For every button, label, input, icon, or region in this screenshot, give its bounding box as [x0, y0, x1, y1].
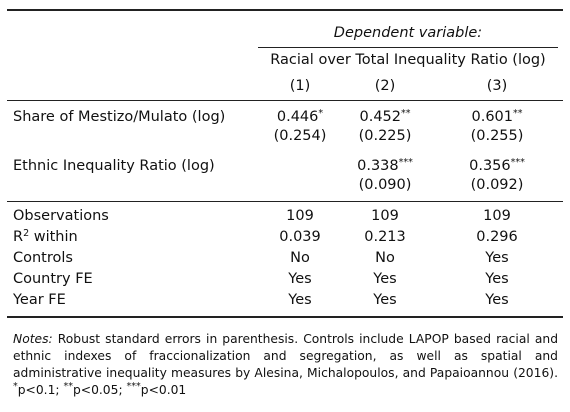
dependent-variable-name: Racial over Total Inequality Ratio (log) [270, 52, 546, 68]
stat-obs-c1: 109 [286, 208, 314, 224]
dependent-variable-label: Dependent variable: [333, 25, 483, 41]
notes-prefix: Notes: [13, 332, 53, 346]
column-header-3: (3) [486, 78, 508, 94]
coef-r1-c2: 0.452** [359, 108, 411, 125]
stat-controls-c1: No [290, 250, 310, 266]
stat-label-controls: Controls [13, 250, 73, 266]
stat-country-fe-c1: Yes [288, 271, 312, 287]
se-r1-c2: (0.225) [358, 128, 412, 144]
notes-text: Robust standard errors in parenthesis. C… [13, 332, 558, 380]
stat-year-fe-c3: Yes [485, 292, 509, 308]
coef-r1-c3: 0.601** [471, 108, 523, 125]
coef-r2-c3: 0.356*** [469, 157, 525, 174]
stat-r2-c3: 0.296 [476, 229, 518, 245]
se-r1-c1: (0.254) [273, 128, 327, 144]
stats-rule [7, 201, 563, 202]
column-header-2: (2) [374, 78, 396, 94]
header-rule [7, 100, 563, 101]
stat-r2-c1: 0.039 [279, 229, 321, 245]
se-r2-c2: (0.090) [358, 177, 412, 193]
stat-label-year-fe: Year FE [13, 292, 66, 308]
table-notes: Notes: Robust standard errors in parenth… [13, 332, 558, 397]
stat-year-fe-c2: Yes [373, 292, 397, 308]
stat-year-fe-c1: Yes [288, 292, 312, 308]
coef-r1-c1: 0.446* [276, 108, 324, 125]
top-rule [7, 9, 563, 11]
stat-country-fe-c3: Yes [485, 271, 509, 287]
se-r2-c3: (0.092) [470, 177, 524, 193]
stat-r2-c2: 0.213 [364, 229, 406, 245]
stat-label-country-fe: Country FE [13, 271, 93, 287]
row-label-share-mestizo: Share of Mestizo/Mulato (log) [13, 109, 226, 125]
row-label-ethnic-inequality: Ethnic Inequality Ratio (log) [13, 158, 215, 174]
dependent-variable-rule [258, 47, 558, 48]
stat-label-observations: Observations [13, 208, 109, 224]
stat-label-r2-within: R2 within [13, 228, 78, 245]
stat-controls-c2: No [375, 250, 395, 266]
stat-obs-c3: 109 [483, 208, 511, 224]
bottom-rule [7, 316, 563, 318]
stat-obs-c2: 109 [371, 208, 399, 224]
stat-controls-c3: Yes [485, 250, 509, 266]
stat-country-fe-c2: Yes [373, 271, 397, 287]
se-r1-c3: (0.255) [470, 128, 524, 144]
column-header-1: (1) [289, 78, 311, 94]
coef-r2-c2: 0.338*** [357, 157, 413, 174]
